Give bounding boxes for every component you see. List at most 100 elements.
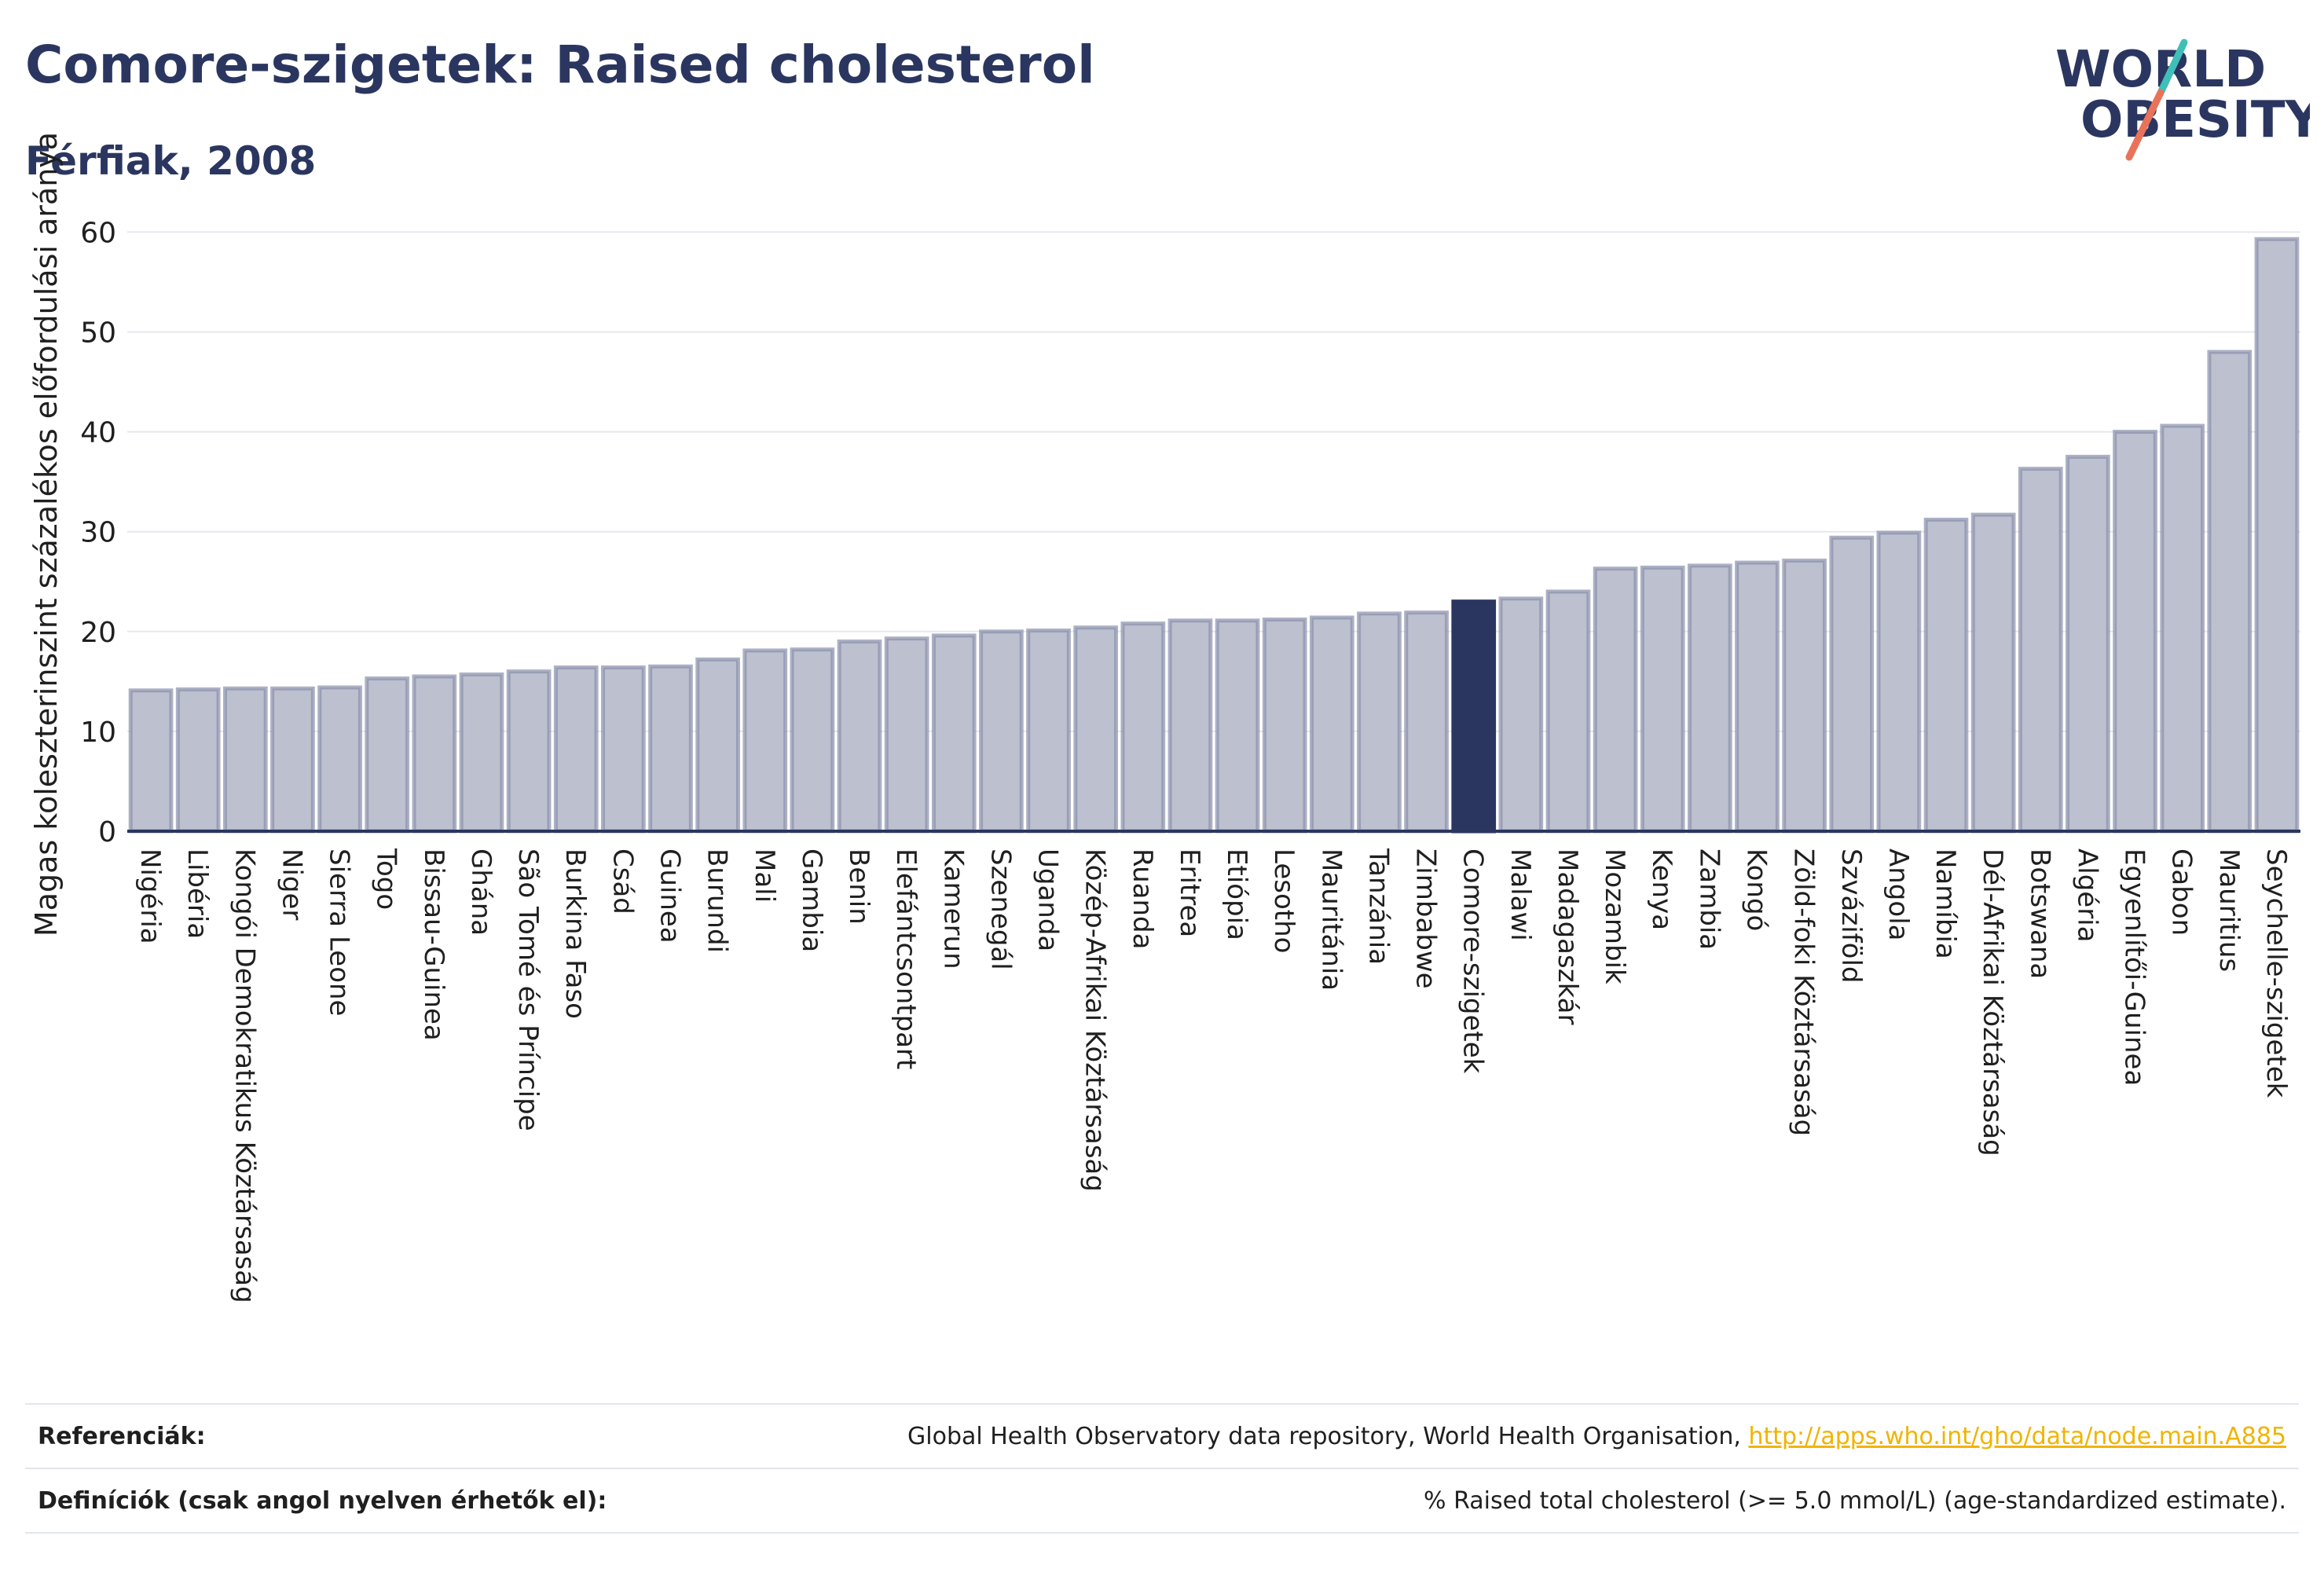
bar — [2018, 467, 2063, 834]
bar — [1829, 535, 1875, 834]
bar — [979, 629, 1024, 834]
bar — [884, 636, 929, 834]
logo-slash-bottom — [2125, 89, 2165, 161]
definitions-value: % Raised total cholesterol (>= 5.0 mmol/… — [1424, 1486, 2286, 1515]
definitions-label: Definíciók (csak angol nyelven érhetők e… — [38, 1486, 607, 1515]
x-tick-label: Togo — [371, 848, 402, 910]
bar-layer — [128, 236, 2300, 834]
x-tick-label: Seychelle-szigetek — [2260, 848, 2292, 1098]
x-tick-label: Libéria — [181, 848, 213, 939]
bar — [2207, 350, 2253, 834]
references-text: Global Health Observatory data repositor… — [907, 1422, 1749, 1450]
x-tick-label: Tanzánia — [1362, 848, 1394, 965]
bar — [175, 687, 221, 834]
x-tick-label: Niger — [276, 848, 307, 920]
x-tick-label: Zambia — [1693, 848, 1725, 950]
x-tick-label: Kongó — [1741, 848, 1772, 931]
y-tick-label: 20 — [80, 617, 116, 649]
bar — [1073, 625, 1119, 834]
x-tick-label: Gabon — [2166, 848, 2198, 936]
y-tick-label: 30 — [80, 517, 116, 549]
x-tick-label: Botswana — [2024, 848, 2055, 979]
world-obesity-logo: WORLD OBESITY — [2055, 38, 2310, 161]
bar — [1498, 596, 1544, 834]
x-tick-label: Mauritius — [2213, 848, 2245, 972]
x-tick-label: Bissau-Guinea — [418, 848, 449, 1041]
x-tick-label: Kenya — [1646, 848, 1677, 930]
x-tick-label: São Tomé és Príncipe — [512, 848, 544, 1131]
bar — [2113, 430, 2157, 834]
bar — [1309, 615, 1354, 834]
logo-slash-top — [2157, 38, 2188, 97]
references-row: Referenciák: Global Health Observatory d… — [25, 1403, 2299, 1468]
bar — [1970, 512, 2016, 834]
x-tick-label: Mauritánia — [1315, 848, 1347, 991]
x-tick-label: Kamerun — [937, 848, 969, 969]
bar — [837, 640, 882, 834]
x-tick-label: Ghána — [465, 848, 497, 936]
bar — [1782, 559, 1827, 834]
x-tick-label: Ruanda — [1127, 848, 1158, 949]
bar — [1640, 565, 1685, 834]
x-tick-label: Eritrea — [1174, 848, 1205, 937]
references-link[interactable]: http://apps.who.int/gho/data/node.main.A… — [1748, 1422, 2286, 1450]
x-tick-label: Zöld-foki Köztársaság — [1788, 848, 1820, 1136]
bar — [1120, 621, 1166, 834]
references-value: Global Health Observatory data repositor… — [907, 1423, 2299, 1450]
chart-subtitle: Férfiak, 2008 — [25, 138, 317, 184]
bar — [2160, 423, 2205, 834]
bar — [1545, 589, 1591, 834]
x-tick-label: Nigéria — [134, 848, 166, 944]
bar — [459, 672, 504, 834]
logo-line-2: OBESITY — [2080, 91, 2310, 149]
bar — [1026, 629, 1071, 834]
bar-chart: 0 10 20 30 40 50 60 Nigéria Libéria Kongói Demokr… — [29, 132, 2300, 1303]
bar — [1262, 618, 1307, 834]
references-label: Referenciák: — [38, 1422, 206, 1450]
bar — [1215, 618, 1260, 834]
x-tick-label: Zimbabwe — [1410, 848, 1442, 989]
x-tick-label: Szenegál — [984, 848, 1016, 970]
x-tick-label: Dél-Afrikai Köztársaság — [1977, 848, 2008, 1156]
x-tick-label: Guinea — [654, 848, 686, 944]
bar — [1923, 517, 1969, 834]
x-tick-label: Etiópia — [1221, 848, 1252, 940]
x-tick-label: Szváziföld — [1835, 848, 1867, 983]
y-tick-label: 10 — [80, 717, 116, 749]
bar — [1404, 610, 1449, 834]
x-tick-label: Madagaszkár — [1552, 848, 1583, 1024]
bar — [270, 686, 315, 834]
x-tick-label: Közép-Afrikai Köztársaság — [1080, 848, 1111, 1192]
x-tick-label: Benin — [843, 848, 874, 925]
y-tick-label: 40 — [80, 417, 116, 449]
x-tick-label: Angola — [1882, 848, 1914, 940]
x-tick-label: Gambia — [796, 848, 827, 952]
bar — [2066, 454, 2110, 834]
bar — [222, 686, 268, 834]
x-tick-label: Elefántcsontpart — [890, 848, 922, 1069]
x-tick-label: Burundi — [702, 848, 733, 953]
bar — [601, 665, 646, 834]
definitions-row: Definíciók (csak angol nyelven érhetők e… — [25, 1468, 2299, 1534]
x-tick-label: Sierra Leone — [324, 848, 355, 1016]
bar — [695, 657, 740, 834]
bar — [1593, 566, 1638, 834]
bar — [1167, 618, 1213, 834]
bar — [365, 676, 410, 834]
x-tick-label: Mozambik — [1599, 848, 1630, 984]
bar — [412, 674, 457, 834]
footer: Referenciák: Global Health Observatory d… — [25, 1403, 2299, 1537]
x-tick-label: Namíbia — [1930, 848, 1961, 959]
axis-layer: 0 10 20 30 40 50 60 Nigéria Libéria Kongói Demokr… — [80, 217, 2300, 1303]
bar — [742, 648, 788, 834]
bar — [317, 685, 362, 834]
bar — [1876, 530, 1922, 834]
bar — [790, 647, 835, 834]
x-tick-label: Csád — [607, 848, 638, 914]
x-tick-label: Lesotho — [1268, 848, 1299, 953]
x-tick-label: Uganda — [1032, 848, 1064, 951]
bar — [1451, 599, 1497, 834]
x-tick-label: Egyenlítői-Guinea — [2119, 848, 2150, 1086]
bar — [553, 665, 599, 834]
x-tick-label: Kongói Demokratikus Köztársaság — [229, 848, 260, 1303]
